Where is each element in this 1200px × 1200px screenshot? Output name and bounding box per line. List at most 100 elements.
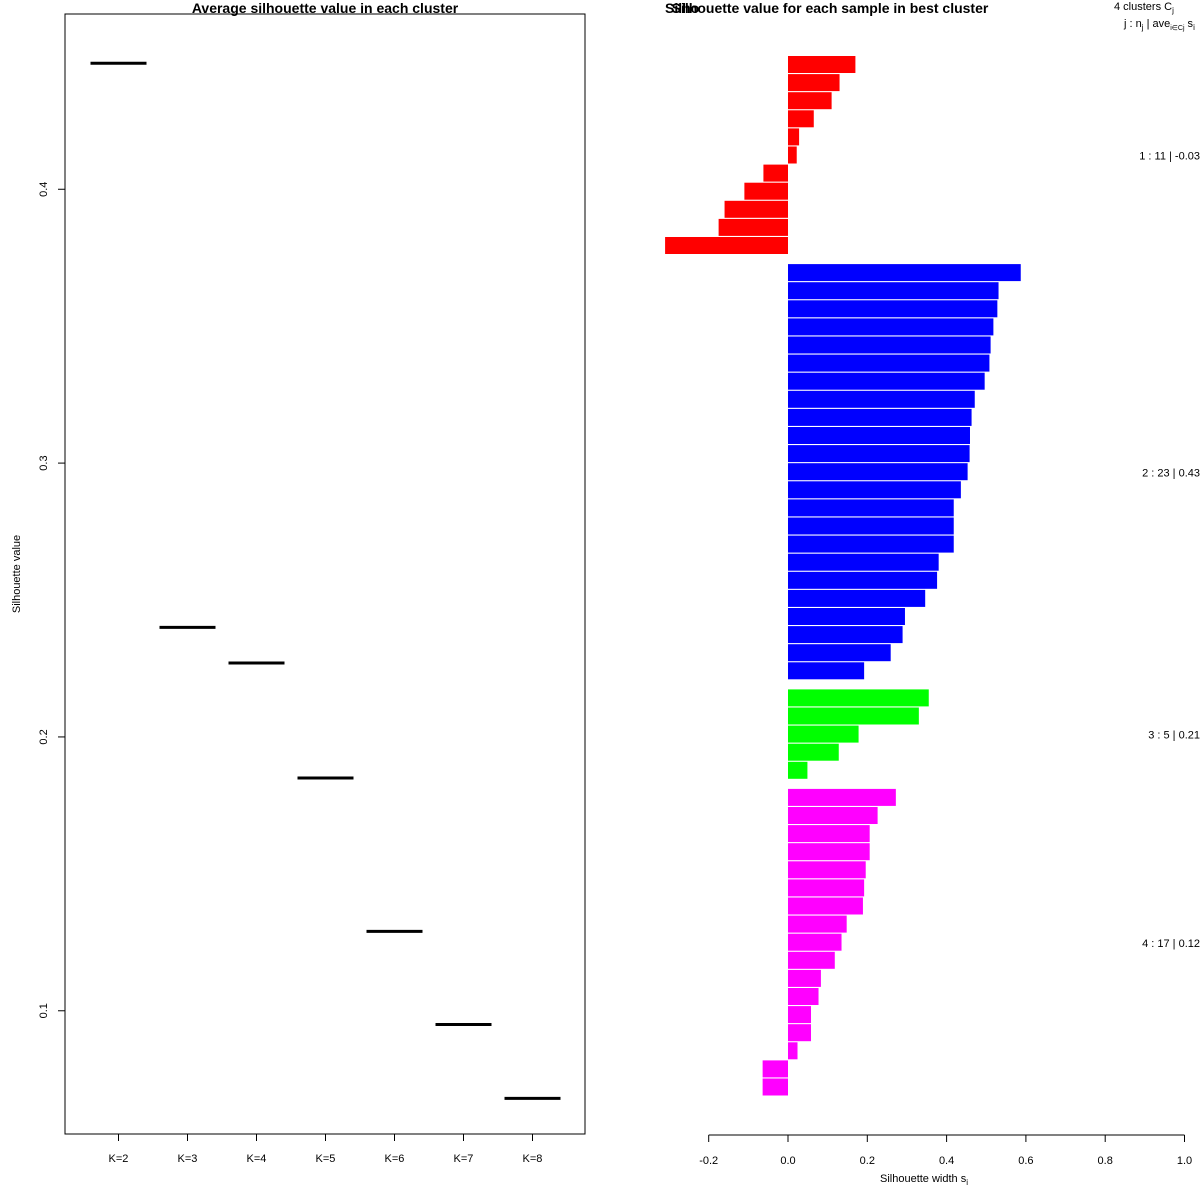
legend-header-line2-sub3: i — [1193, 23, 1195, 32]
silhouette-bar-cluster-1 — [788, 110, 814, 128]
left-plot-frame — [64, 13, 586, 1135]
silhouette-bar-cluster-2 — [788, 481, 961, 499]
silhouette-bar-cluster-2 — [788, 644, 891, 662]
silhouette-bar-cluster-4 — [788, 915, 847, 933]
silhouette-bar-cluster-2 — [788, 589, 926, 607]
left-xtick-label: K=6 — [385, 1153, 405, 1165]
silhouette-bar-cluster-4 — [788, 1006, 811, 1024]
left-x-axis: K=2 K=3 K=4 K=5 K=6 K=7 K=8 — [109, 1134, 543, 1165]
left-ytick-label: 0.1 — [38, 1003, 50, 1018]
silhouette-bar-cluster-1 — [788, 128, 800, 146]
legend-header: 4 clusters Cj j : nj | avei∈Cj si — [1114, 1, 1195, 32]
silhouette-bar-cluster-2 — [788, 264, 1021, 282]
legend-header-line1-sub: j — [1171, 6, 1174, 15]
right-panel: Silho Silhouette value for each sample i… — [665, 0, 1200, 1187]
left-ytick-label: 0.4 — [38, 182, 50, 197]
silhouette-bar-cluster-1 — [788, 92, 832, 110]
left-panel: Average silhouette value in each cluster… — [11, 0, 586, 1165]
legend-header-line1-main: 4 clusters C — [1114, 1, 1172, 13]
silhouette-bar-cluster-4 — [788, 843, 870, 861]
silhouette-bar-cluster-2 — [788, 517, 954, 535]
cluster-labels: 1 : 11 | -0.03 2 : 23 | 0.43 3 : 5 | 0.21 4… — [1139, 151, 1200, 950]
silhouette-bar-cluster-2 — [788, 662, 865, 680]
legend-header-line2-a: j : n — [1123, 18, 1142, 30]
silhouette-bar-cluster-2 — [788, 535, 954, 553]
silhouette-bar-cluster-1 — [763, 164, 788, 182]
left-ytick-label: 0.3 — [38, 455, 50, 470]
right-xtick-label: -0.2 — [699, 1155, 718, 1167]
silhouette-bar-cluster-1 — [788, 56, 856, 73]
silhouette-bar-cluster-2 — [788, 427, 970, 444]
silhouette-bar-cluster-3 — [788, 725, 859, 743]
left-y-axis: 0.1 0.2 0.3 0.4 — [38, 182, 65, 1018]
legend-header-line2-c: s — [1185, 18, 1194, 30]
right-bars — [665, 56, 1021, 1096]
silhouette-bar-cluster-4 — [788, 825, 870, 843]
right-xlabel: Silhouette width si — [880, 1173, 968, 1187]
silhouette-bar-cluster-1 — [788, 146, 797, 164]
left-ylabel: Silhouette value — [11, 535, 23, 613]
silhouette-bar-cluster-4 — [788, 788, 896, 806]
right-xtick-label: 0.4 — [939, 1155, 954, 1167]
left-xtick-label: K=3 — [178, 1153, 198, 1165]
right-xlabel-main: Silhouette width s — [880, 1173, 967, 1185]
left-xtick-label: K=4 — [247, 1153, 267, 1165]
silhouette-bar-cluster-2 — [788, 608, 905, 625]
silhouette-bar-cluster-4 — [788, 951, 835, 969]
silhouette-bar-cluster-4 — [788, 1042, 798, 1060]
silhouette-bar-cluster-3 — [788, 689, 929, 707]
cluster-label-3: 3 : 5 | 0.21 — [1148, 730, 1200, 742]
silhouette-bar-cluster-2 — [788, 372, 985, 390]
right-xlabel-sub: i — [966, 1178, 968, 1187]
silhouette-bar-cluster-4 — [762, 1078, 788, 1096]
legend-header-line2-sub1: j — [1141, 23, 1144, 32]
right-xtick-label: 0.2 — [860, 1155, 875, 1167]
silhouette-bar-cluster-4 — [788, 861, 866, 879]
silhouette-bar-cluster-1 — [788, 74, 840, 92]
left-xtick-label: K=8 — [523, 1153, 543, 1165]
cluster-label-1: 1 : 11 | -0.03 — [1139, 151, 1200, 163]
legend-header-line2-b: | ave — [1144, 18, 1171, 30]
left-series — [90, 61, 561, 1100]
silhouette-bar-cluster-2 — [788, 408, 972, 426]
silhouette-bar-cluster-2 — [788, 354, 990, 372]
cluster-label-2: 2 : 23 | 0.43 — [1142, 467, 1200, 479]
right-xtick-label: 0.6 — [1018, 1155, 1033, 1167]
silhouette-bar-cluster-4 — [788, 1024, 811, 1042]
silhouette-bar-cluster-2 — [788, 553, 939, 571]
left-xtick-label: K=5 — [316, 1153, 336, 1165]
silhouette-bar-cluster-4 — [788, 969, 821, 987]
silhouette-bar-cluster-3 — [788, 761, 808, 779]
silhouette-bar-cluster-2 — [788, 390, 975, 408]
silhouette-bar-cluster-4 — [788, 897, 863, 915]
left-xtick-label: K=2 — [109, 1153, 129, 1165]
left-ytick-label: 0.2 — [38, 729, 50, 744]
silhouette-bar-cluster-2 — [788, 463, 968, 481]
right-xtick-label: 1.0 — [1177, 1155, 1192, 1167]
silhouette-bar-cluster-1 — [724, 200, 788, 218]
silhouette-bar-cluster-4 — [788, 988, 819, 1005]
silhouette-bar-cluster-2 — [788, 300, 998, 318]
silhouette-bar-cluster-2 — [788, 626, 903, 644]
silhouette-bar-cluster-2 — [788, 499, 954, 517]
silhouette-bar-cluster-2 — [788, 336, 991, 354]
legend-header-line1: 4 clusters Cj — [1114, 1, 1174, 15]
left-xtick-label: K=7 — [454, 1153, 474, 1165]
silhouette-bar-cluster-4 — [762, 1060, 788, 1078]
left-title: Average silhouette value in each cluster — [192, 0, 459, 16]
silhouette-bar-cluster-1 — [665, 237, 788, 254]
right-x-axis: -0.2 0.0 0.2 0.4 0.6 0.8 1.0 — [699, 1134, 1192, 1167]
silhouette-bar-cluster-1 — [718, 218, 788, 236]
silhouette-bar-cluster-2 — [788, 318, 994, 336]
silhouette-bar-cluster-4 — [788, 933, 842, 951]
right-xtick-label: 0.0 — [780, 1155, 795, 1167]
right-title-overlap: Silho — [665, 0, 699, 16]
legend-header-line2: j : nj | avei∈Cj si — [1123, 18, 1195, 32]
silhouette-bar-cluster-2 — [788, 282, 999, 300]
right-xtick-label: 0.8 — [1098, 1155, 1113, 1167]
cluster-label-4: 4 : 17 | 0.12 — [1142, 938, 1200, 950]
silhouette-bar-cluster-3 — [788, 707, 919, 725]
silhouette-bar-cluster-2 — [788, 571, 938, 589]
silhouette-bar-cluster-1 — [744, 182, 788, 200]
